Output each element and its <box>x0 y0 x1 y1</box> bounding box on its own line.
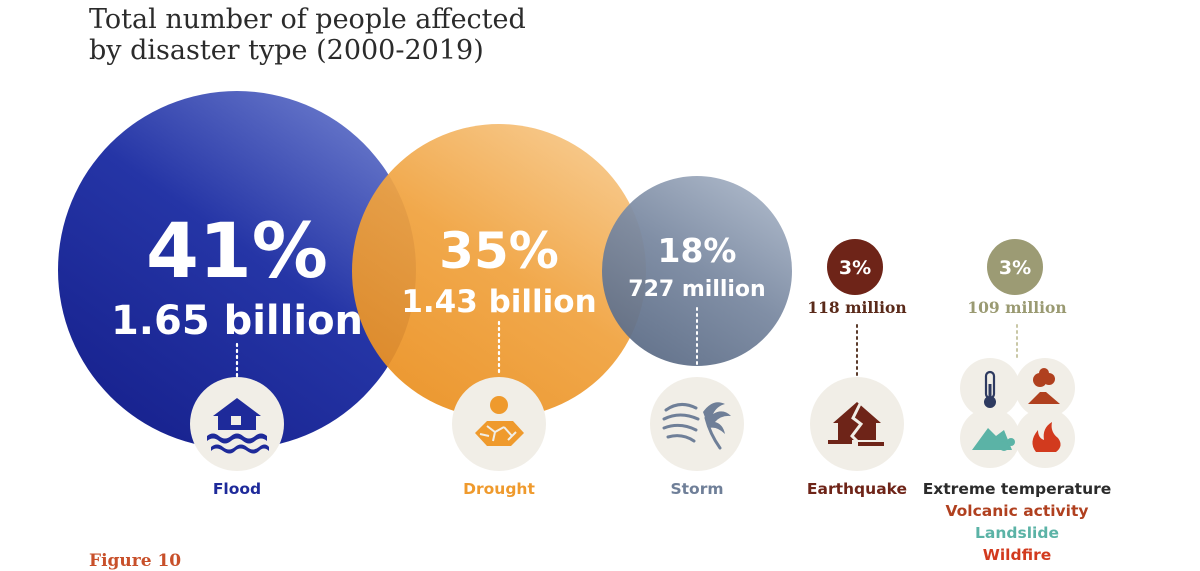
flooded-house-icon <box>190 377 284 471</box>
wildfire-icon <box>1032 422 1061 452</box>
storm-wind-palm-icon <box>650 377 744 471</box>
flood-percent-label: 41% <box>146 206 328 295</box>
bubble-flood <box>58 91 416 449</box>
other-percent-label: 3% <box>999 257 1031 279</box>
earthquake-percent-label: 3% <box>839 257 871 279</box>
bubble-drought <box>352 124 646 418</box>
volcanic-activity-category-label: Volcanic activity <box>946 502 1089 520</box>
earthquake-amount-label: 118 million <box>807 298 906 317</box>
earthquake-category-label: Earthquake <box>807 480 907 498</box>
landslide-icon <box>972 428 1015 451</box>
figure-label: Figure 10 <box>89 551 182 571</box>
drought-category-label: Drought <box>463 480 535 498</box>
flood-category-label: Flood <box>213 480 261 498</box>
drought-percent-label: 35% <box>439 222 559 280</box>
drought-sun-cracked-earth-icon <box>452 377 546 471</box>
chart-title-line-2: by disaster type (2000-2019) <box>89 35 484 66</box>
storm-amount-label: 727 million <box>628 277 765 302</box>
thermometer-icon <box>984 370 996 408</box>
chart-title: Total number of people affected by disas… <box>89 4 526 66</box>
bubble-other <box>987 239 1043 295</box>
bubble-storm <box>602 176 792 366</box>
storm-percent-label: 18% <box>658 231 737 270</box>
chart-title-line-1: Total number of people affected <box>89 4 526 35</box>
drought-amount-label: 1.43 billion <box>401 284 596 320</box>
bubble-earthquake <box>827 239 883 295</box>
flood-amount-label: 1.65 billion <box>111 298 363 344</box>
extreme-temperature-category-label: Extreme temperature <box>923 480 1112 498</box>
wildfire-category-label: Wildfire <box>983 546 1051 564</box>
other-icon-cluster <box>960 358 1075 468</box>
volcano-icon <box>1028 368 1060 404</box>
landslide-category-label: Landslide <box>975 524 1059 542</box>
storm-category-label: Storm <box>670 480 723 498</box>
other-amount-label: 109 million <box>967 298 1066 317</box>
cracked-house-icon <box>810 377 904 471</box>
